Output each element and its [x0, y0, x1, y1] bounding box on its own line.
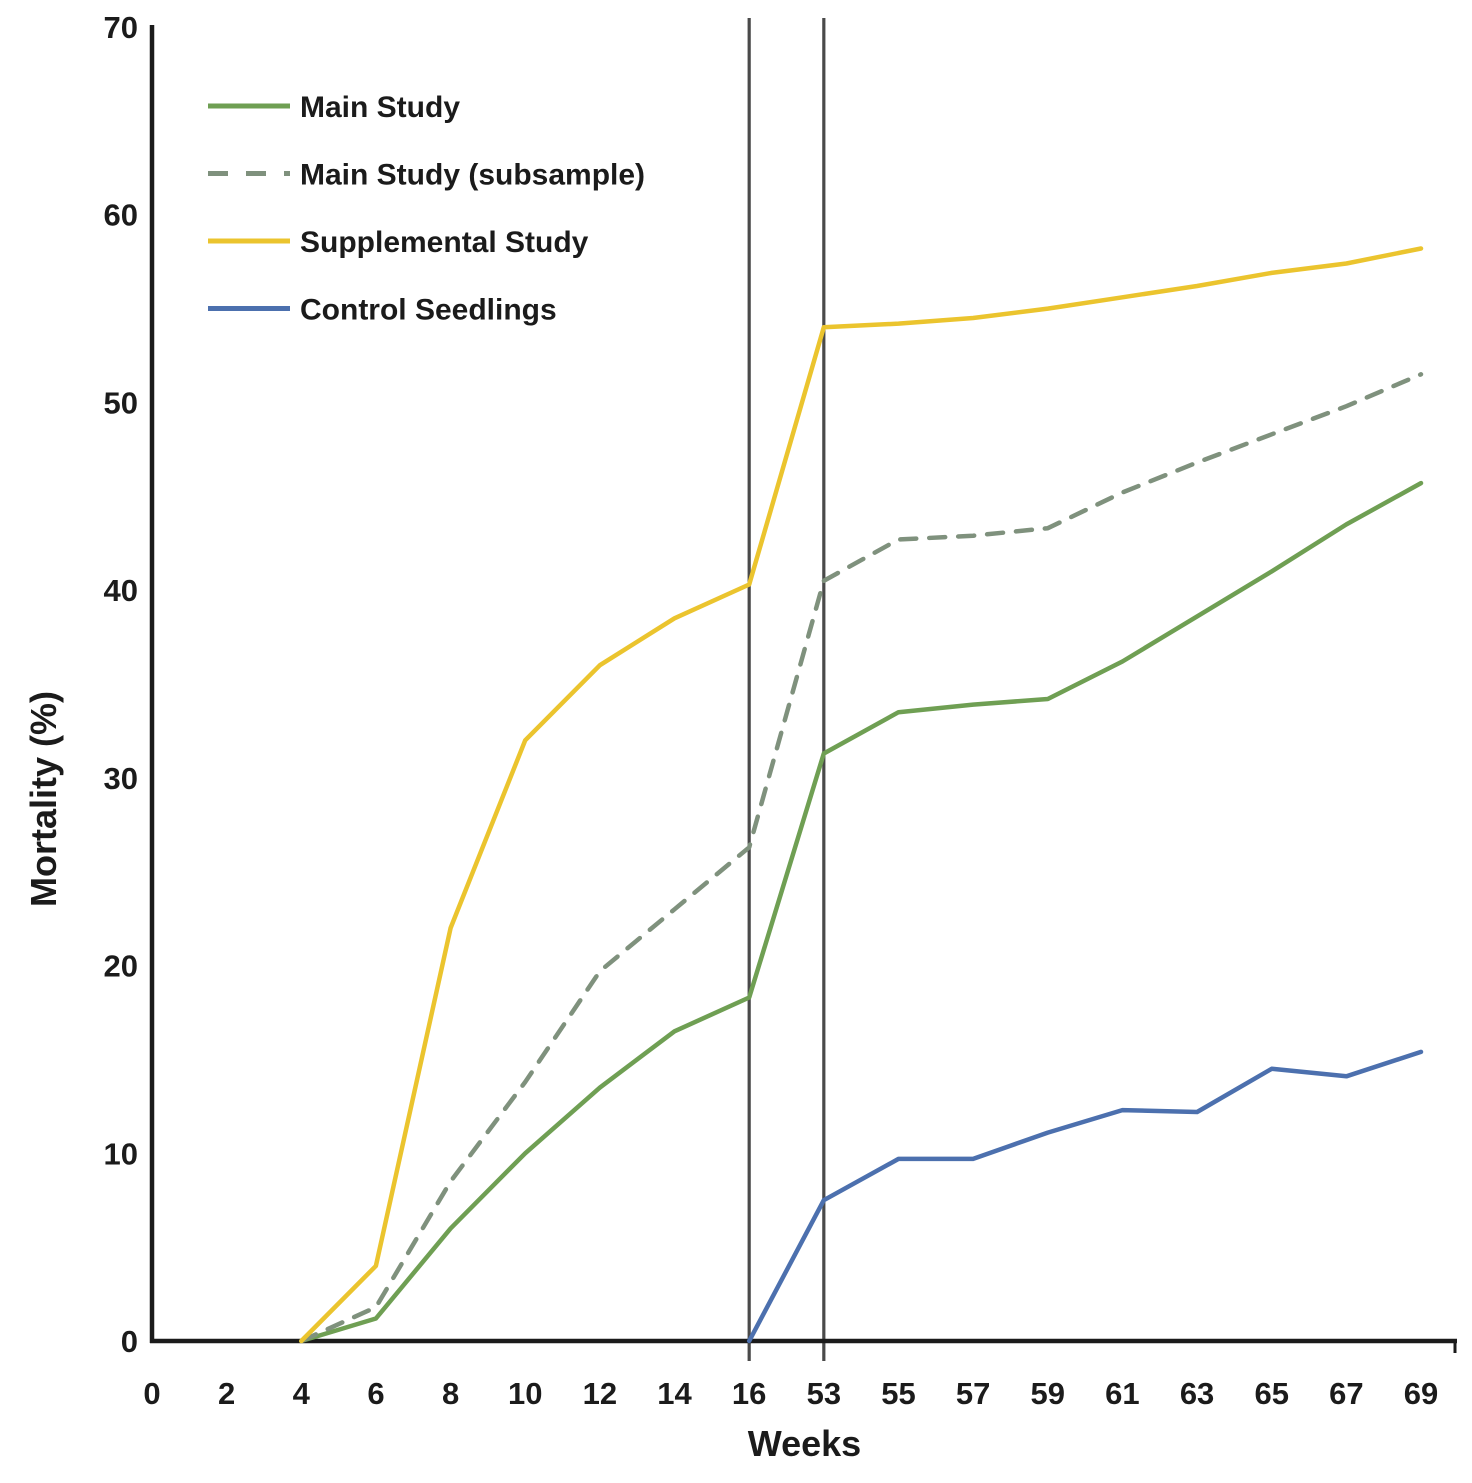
x-axis-title: Weeks — [748, 1423, 861, 1464]
legend-label: Main Study (subsample) — [300, 159, 645, 192]
y-tick-label: 70 — [104, 10, 138, 45]
y-tick-label: 30 — [104, 761, 138, 796]
x-tick-label: 8 — [442, 1376, 459, 1411]
x-tick-label: 4 — [293, 1376, 311, 1411]
x-tick-label: 14 — [657, 1376, 692, 1411]
y-tick-label: 0 — [121, 1324, 138, 1359]
series-line-main-study — [299, 480, 1424, 1344]
x-tick-label: 63 — [1180, 1376, 1214, 1411]
x-tick-label: 57 — [956, 1376, 990, 1411]
y-axis-title: Mortality (%) — [23, 691, 64, 907]
series-line-main-study-subsample — [299, 372, 1424, 1344]
legend-label: Supplemental Study — [300, 226, 589, 259]
x-tick-label: 12 — [583, 1376, 617, 1411]
x-tick-label: 0 — [143, 1376, 160, 1411]
legend-item: Main Study (subsample) — [208, 159, 645, 192]
series-line-supplemental-study — [299, 246, 1424, 1344]
legend-item: Control Seedlings — [208, 294, 557, 327]
y-tick-label: 10 — [104, 1136, 138, 1171]
x-tick-label: 16 — [732, 1376, 766, 1411]
x-tick-label: 65 — [1254, 1376, 1288, 1411]
x-tick-label: 6 — [367, 1376, 384, 1411]
series-line-control-seedlings — [746, 1049, 1424, 1344]
legend-item: Supplemental Study — [208, 226, 589, 259]
y-tick-label: 60 — [104, 198, 138, 233]
x-tick-label: 59 — [1031, 1376, 1065, 1411]
x-tick-label: 10 — [508, 1376, 542, 1411]
x-tick-label: 69 — [1404, 1376, 1438, 1411]
x-tick-label: 61 — [1105, 1376, 1139, 1411]
x-tick-label: 55 — [881, 1376, 915, 1411]
y-tick-label: 40 — [104, 573, 138, 608]
y-tick-label: 20 — [104, 949, 138, 984]
x-tick-label: 2 — [218, 1376, 235, 1411]
legend-label: Main Study — [300, 91, 460, 124]
legend-item: Main Study — [208, 91, 460, 124]
x-tick-label: 53 — [807, 1376, 841, 1411]
y-tick-label: 50 — [104, 385, 138, 420]
x-tick-label: 67 — [1329, 1376, 1363, 1411]
legend-label: Control Seedlings — [300, 294, 557, 327]
